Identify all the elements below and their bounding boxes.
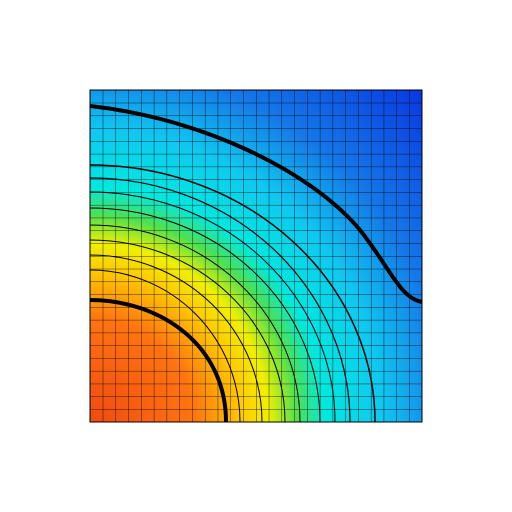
contour-line: [90, 254, 263, 422]
plot-border: [89, 89, 423, 423]
contour-line: [90, 207, 321, 422]
contour-line: [90, 224, 301, 422]
contour-line-major: [90, 298, 228, 422]
contour-line: [90, 177, 351, 422]
mesh-grid: [90, 90, 422, 422]
contour-line-major: [90, 104, 422, 304]
contour-line: [90, 269, 241, 422]
contour-line: [90, 164, 376, 422]
contours: [90, 104, 422, 422]
contour-line: [90, 239, 286, 422]
contour-line: [90, 191, 336, 422]
